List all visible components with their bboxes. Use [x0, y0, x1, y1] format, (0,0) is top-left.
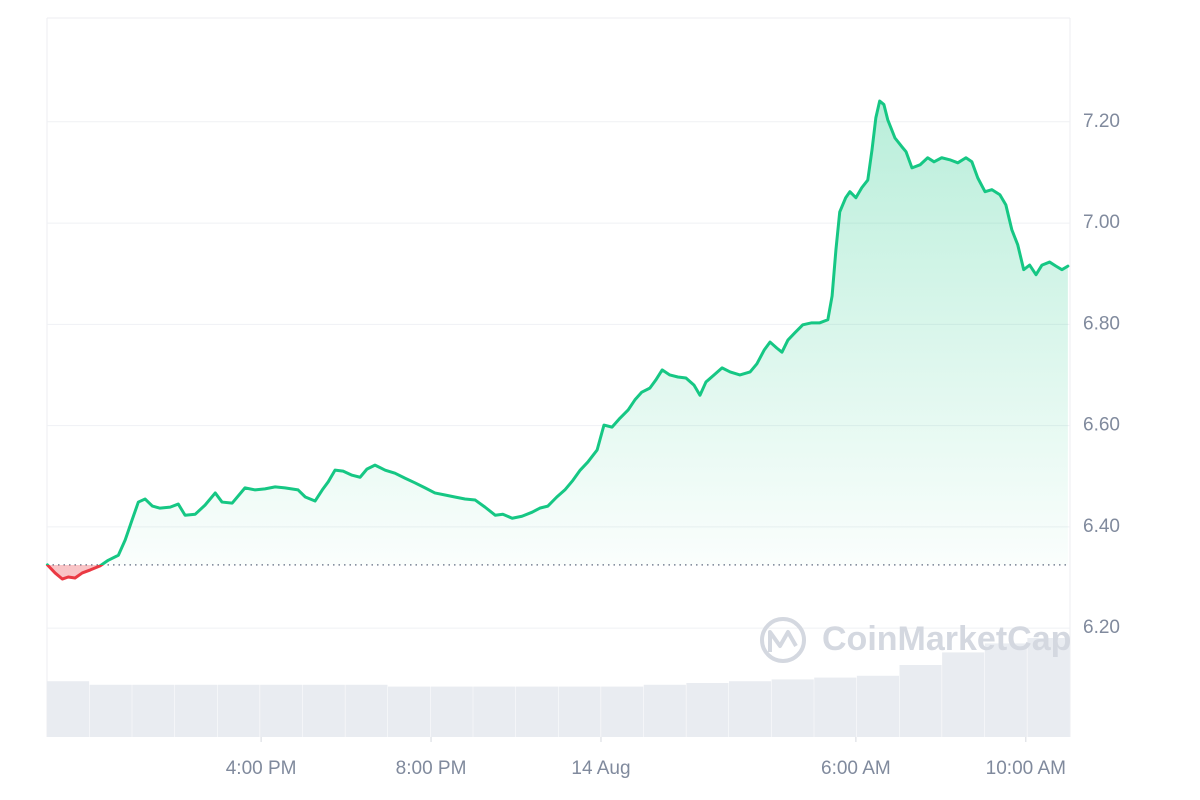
volume-bar: [217, 684, 260, 737]
x-tick-label: 10:00 AM: [986, 758, 1066, 779]
x-tick-label: 14 Aug: [571, 758, 630, 779]
y-tick-label: 6.80: [1083, 313, 1120, 334]
volume-bar: [729, 681, 772, 737]
volume-bar: [47, 681, 90, 737]
y-tick-label: 6.40: [1083, 516, 1120, 537]
volume-bar: [814, 677, 857, 737]
volume-bar: [686, 683, 729, 737]
volume-bar: [856, 675, 899, 737]
volume-bar: [473, 686, 516, 737]
volume-bar: [302, 684, 345, 737]
volume-bar: [388, 686, 431, 737]
y-tick-label: 7.20: [1083, 111, 1120, 132]
x-tick-label: 6:00 AM: [821, 758, 891, 779]
x-tick-label: 4:00 PM: [226, 758, 297, 779]
x-tick-label: 8:00 PM: [396, 758, 467, 779]
volume-bar: [942, 652, 985, 737]
logo-ring: [760, 617, 806, 663]
y-tick-label: 7.00: [1083, 212, 1120, 233]
volume-bar: [430, 686, 473, 737]
logo-wave: [768, 630, 798, 652]
area: [47, 101, 1068, 580]
volume-bar: [132, 684, 175, 737]
volume-bar: [260, 684, 303, 737]
price-line: [45, 99, 1070, 581]
y-tick-label: 6.20: [1083, 617, 1120, 638]
volume-bar: [515, 686, 558, 737]
volume-bar: [643, 684, 686, 737]
volume-bar: [984, 643, 1027, 737]
volume-bar: [558, 686, 601, 737]
volume-bar: [601, 686, 644, 737]
y-tick-label: 6.60: [1083, 415, 1120, 436]
volume-bar: [1027, 638, 1070, 737]
volume-bar: [174, 684, 217, 737]
volume-bar: [345, 684, 388, 737]
watermark-logo: [760, 617, 806, 663]
volume-bar: [89, 684, 132, 737]
volume-bar: [771, 679, 814, 737]
volume-bar: [899, 665, 942, 737]
watermark: CoinMarketCap: [822, 620, 1071, 658]
